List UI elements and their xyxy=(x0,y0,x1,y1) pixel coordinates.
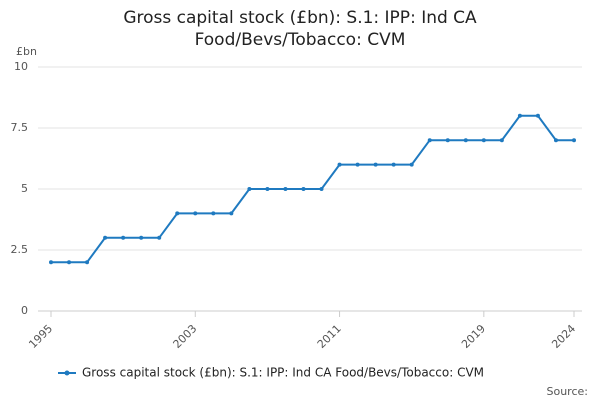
x-tick-label: 2019 xyxy=(459,322,488,351)
y-tick-label: 0 xyxy=(21,304,28,317)
point xyxy=(211,211,216,216)
point xyxy=(535,113,540,118)
point xyxy=(265,187,270,191)
x-tick-label: 2003 xyxy=(171,322,200,351)
point xyxy=(193,211,198,216)
point xyxy=(85,260,90,265)
point xyxy=(103,235,108,240)
point xyxy=(175,211,180,216)
point xyxy=(463,138,468,143)
point xyxy=(139,235,144,240)
point xyxy=(229,211,234,216)
point xyxy=(157,235,162,240)
point xyxy=(247,187,252,191)
point xyxy=(481,138,486,143)
y-axis-label: £bn xyxy=(16,45,37,58)
point xyxy=(572,138,576,143)
point xyxy=(67,260,72,265)
legend-marker xyxy=(64,370,70,376)
point xyxy=(391,162,396,167)
y-tick-label: 5 xyxy=(21,182,28,195)
point xyxy=(409,162,414,167)
x-tick-label: 1995 xyxy=(26,322,55,351)
y-tick-label: 7.5 xyxy=(11,121,29,134)
point xyxy=(517,113,522,118)
point xyxy=(499,138,504,143)
legend-label: Gross capital stock (£bn): S.1: IPP: Ind… xyxy=(82,366,484,380)
point xyxy=(373,162,378,167)
point xyxy=(427,138,432,143)
point xyxy=(283,187,288,191)
chart-subtitle: Food/Bevs/Tobacco: CVM xyxy=(195,30,406,50)
point xyxy=(49,260,53,265)
point xyxy=(337,162,342,167)
point xyxy=(301,187,306,191)
point xyxy=(355,162,360,167)
series-line xyxy=(51,114,574,264)
point xyxy=(553,138,558,143)
chart-title: Gross capital stock (£bn): S.1: IPP: Ind… xyxy=(123,8,477,28)
point xyxy=(319,187,324,191)
y-tick-label: 2.5 xyxy=(11,243,29,256)
point xyxy=(121,235,126,240)
x-tick-label: 2011 xyxy=(315,322,344,351)
y-tick-label: 10 xyxy=(14,60,28,73)
x-tick-label: 2024 xyxy=(549,322,578,351)
source: Source: xyxy=(547,385,589,398)
point xyxy=(445,138,450,143)
